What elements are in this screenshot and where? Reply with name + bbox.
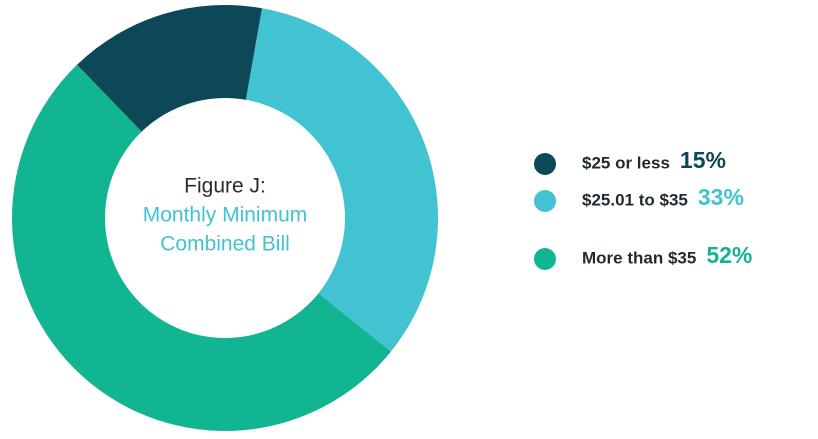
- legend-swatch: [534, 153, 556, 175]
- chart-title: Figure J:: [184, 175, 266, 198]
- slice: [77, 4, 262, 132]
- legend-label: $25.01 to $35: [582, 190, 688, 209]
- legend-label: $25 or less: [582, 153, 670, 172]
- chart-subtitle: Combined Bill: [160, 233, 290, 256]
- slice: [245, 8, 439, 352]
- value-label: 52%: [706, 242, 752, 268]
- legend-swatch: [534, 248, 556, 270]
- value-label: 33%: [698, 184, 744, 210]
- chart-subtitle: Monthly Minimum: [143, 204, 308, 227]
- value-label: 15%: [680, 147, 726, 173]
- slice: [12, 64, 391, 431]
- legend-swatch: [534, 190, 556, 212]
- legend-label: More than $35: [582, 248, 696, 267]
